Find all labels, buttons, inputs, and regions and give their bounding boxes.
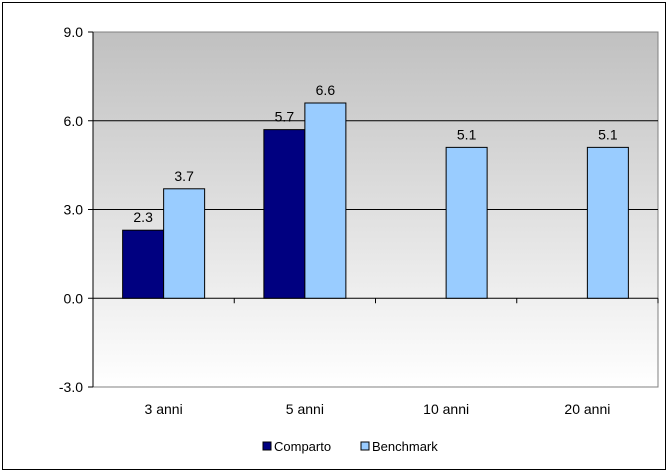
- y-tick-label: -3.0: [59, 379, 83, 395]
- x-tick-label: 10 anni: [423, 401, 469, 417]
- legend-swatch-benchmark: [360, 441, 370, 451]
- bar-comparto-1: [122, 229, 165, 299]
- y-tick-label: 0.0: [64, 290, 84, 306]
- data-labels: 2.3 3.7 5.7 6.6 5.1 5.1: [133, 82, 617, 225]
- bar-benchmark-2: [304, 102, 347, 299]
- y-tick-label: 6.0: [64, 113, 84, 129]
- bar-comparto-2: [263, 129, 306, 299]
- data-label: 5.7: [275, 109, 295, 125]
- legend-label-benchmark: Benchmark: [372, 439, 438, 454]
- axes: -3.0 0.0 3.0 6.0 9.0 3 anni 5 anni 10 anni 20 an…: [59, 24, 659, 417]
- x-tick-label: 3 anni: [145, 401, 183, 417]
- legend-label-comparto: Comparto: [274, 439, 331, 454]
- bars: [122, 102, 629, 299]
- data-label: 3.7: [174, 168, 194, 184]
- data-label: 5.1: [457, 126, 477, 142]
- legend-swatch-comparto: [262, 441, 272, 451]
- data-label: 2.3: [133, 209, 153, 225]
- bar-benchmark-1: [163, 188, 206, 299]
- legend: Comparto Benchmark: [262, 439, 438, 454]
- data-label: 5.1: [598, 126, 618, 142]
- bar-chart: -3.0 0.0 3.0 6.0 9.0 3 anni 5 anni 10 anni 20 an…: [59, 24, 659, 454]
- bar-benchmark-4: [586, 146, 629, 299]
- data-label: 6.6: [316, 82, 336, 98]
- x-tick-label: 20 anni: [564, 401, 610, 417]
- bar-benchmark-3: [445, 146, 488, 299]
- y-tick-label: 9.0: [64, 24, 84, 40]
- x-tick-label: 5 anni: [286, 401, 324, 417]
- y-tick-label: 3.0: [64, 202, 84, 218]
- chart-frame: -3.0 0.0 3.0 6.0 9.0 3 anni 5 anni 10 anni 20 an…: [2, 2, 666, 470]
